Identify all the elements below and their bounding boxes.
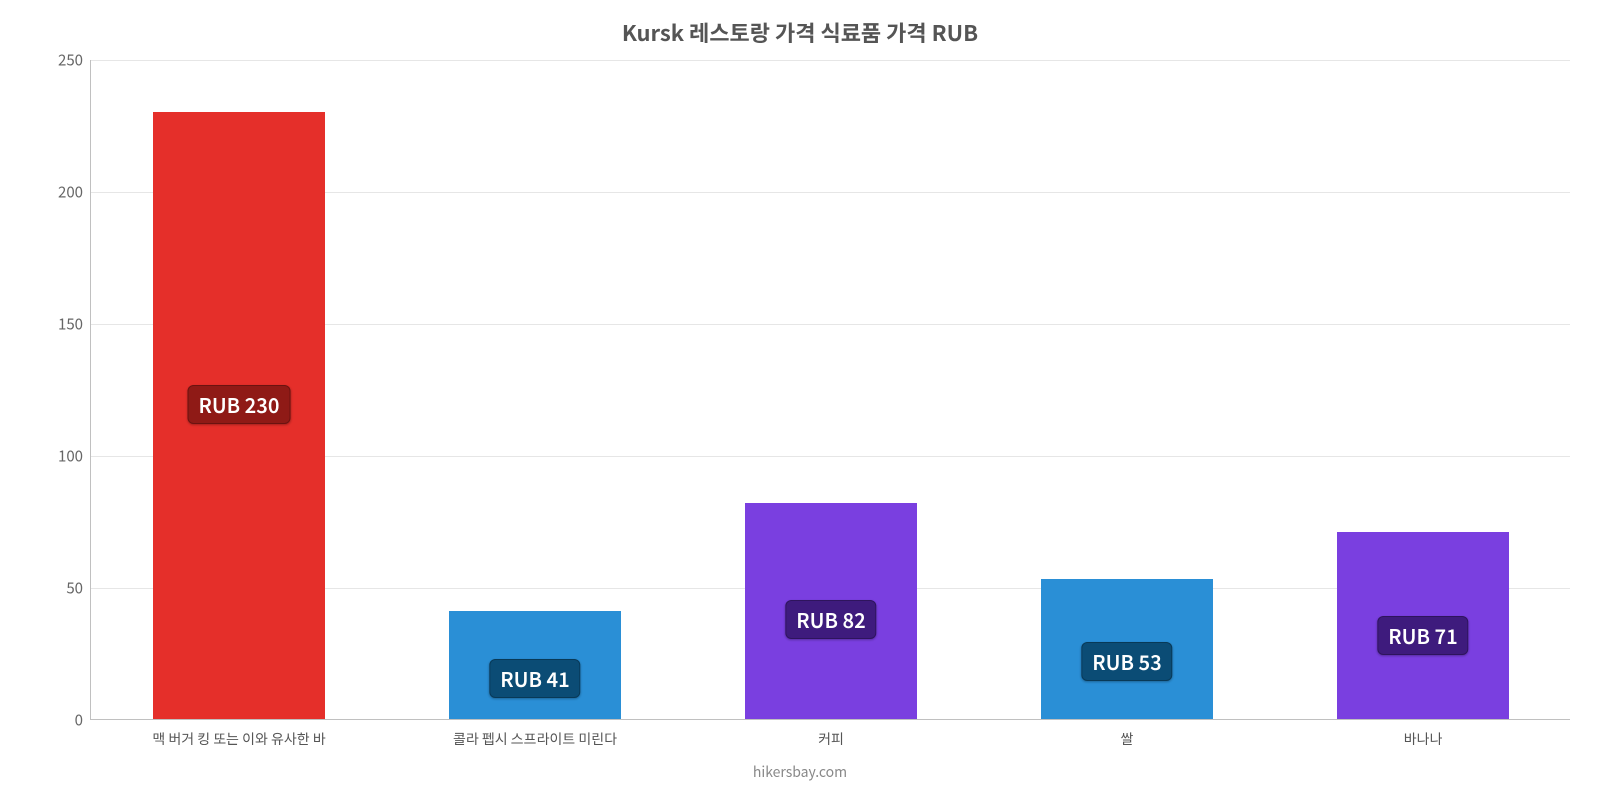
value-badge: RUB 53 <box>1081 642 1172 681</box>
gridline <box>91 60 1570 61</box>
bar: RUB 71 <box>1337 532 1509 719</box>
bar: RUB 41 <box>449 611 621 719</box>
value-badge: RUB 41 <box>489 659 580 698</box>
bar: RUB 230 <box>153 112 325 719</box>
y-tick-label: 0 <box>75 710 91 731</box>
value-badge: RUB 71 <box>1377 616 1468 655</box>
x-tick-label: 커피 <box>818 719 844 749</box>
y-tick-label: 250 <box>58 50 91 71</box>
value-badge: RUB 230 <box>187 385 290 424</box>
bar: RUB 82 <box>745 503 917 719</box>
y-tick-label: 200 <box>58 182 91 203</box>
x-tick-label: 콜라 펩시 스프라이트 미린다 <box>453 719 617 749</box>
bar: RUB 53 <box>1041 579 1213 719</box>
chart-footer: hikersbay.com <box>0 762 1600 782</box>
chart-container: Kursk 레스토랑 가격 식료품 가격 RUB 050100150200250… <box>0 0 1600 800</box>
y-tick-label: 150 <box>58 314 91 335</box>
y-tick-label: 50 <box>66 578 91 599</box>
x-tick-label: 바나나 <box>1404 719 1443 749</box>
value-badge: RUB 82 <box>785 600 876 639</box>
chart-title: Kursk 레스토랑 가격 식료품 가격 RUB <box>0 16 1600 48</box>
x-tick-label: 쌀 <box>1121 719 1134 749</box>
y-tick-label: 100 <box>58 446 91 467</box>
plot-area: 050100150200250RUB 230맥 버거 킹 또는 이와 유사한 바… <box>90 60 1570 720</box>
x-tick-label: 맥 버거 킹 또는 이와 유사한 바 <box>152 719 325 749</box>
